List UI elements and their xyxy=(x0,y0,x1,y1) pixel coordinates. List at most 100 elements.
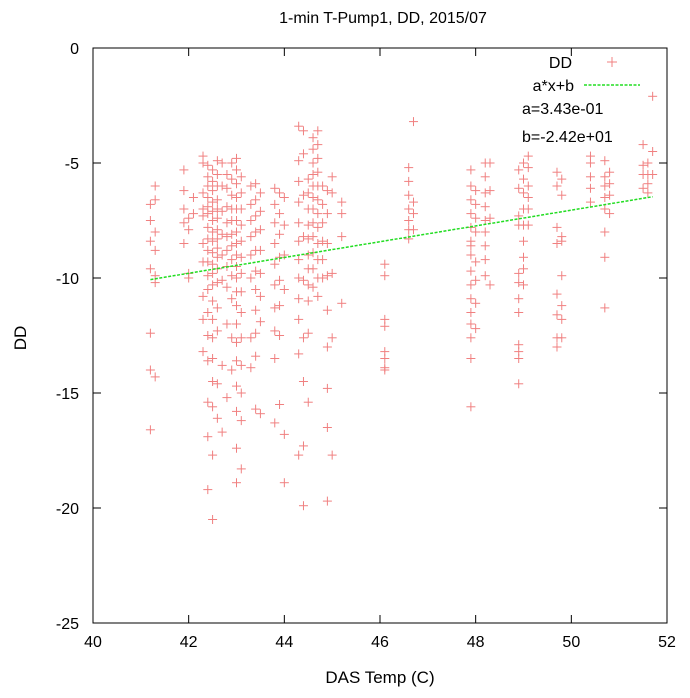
data-point xyxy=(227,255,237,265)
data-point xyxy=(251,211,261,221)
data-point xyxy=(222,319,232,329)
data-point xyxy=(270,326,280,336)
data-point xyxy=(255,317,265,327)
data-point xyxy=(232,381,241,391)
data-point xyxy=(471,298,481,308)
data-point xyxy=(246,363,256,373)
data-point xyxy=(313,209,323,219)
data-point xyxy=(232,301,241,311)
data-point xyxy=(227,158,237,168)
data-point xyxy=(217,427,227,437)
data-point xyxy=(212,204,222,214)
data-point xyxy=(471,275,481,285)
data-point xyxy=(523,220,533,230)
data-point xyxy=(222,393,232,403)
data-point xyxy=(150,227,160,237)
data-point xyxy=(298,275,308,285)
data-point xyxy=(313,140,323,150)
data-point xyxy=(466,319,476,329)
data-point xyxy=(485,186,495,196)
data-point xyxy=(208,268,218,278)
y-tick-label: 0 xyxy=(70,41,79,58)
data-point xyxy=(294,156,304,166)
data-point xyxy=(212,156,222,166)
data-point xyxy=(208,186,218,196)
data-point xyxy=(318,218,328,228)
data-point xyxy=(380,354,390,363)
data-point xyxy=(327,268,337,278)
data-point xyxy=(638,160,648,170)
data-point xyxy=(466,402,476,412)
data-point xyxy=(251,305,261,315)
data-point xyxy=(303,328,313,338)
data-point xyxy=(313,126,323,136)
data-point xyxy=(203,234,213,244)
data-point xyxy=(514,278,524,288)
data-point xyxy=(212,379,222,389)
data-point xyxy=(308,193,318,202)
data-point xyxy=(294,255,304,265)
data-point xyxy=(232,319,241,329)
data-point xyxy=(408,209,418,219)
data-point xyxy=(480,227,490,237)
data-point xyxy=(217,181,227,191)
data-point xyxy=(255,188,265,198)
data-point xyxy=(232,273,241,283)
data-point xyxy=(270,183,280,193)
data-point xyxy=(208,377,218,386)
data-point xyxy=(232,239,241,248)
data-point xyxy=(643,188,653,198)
data-point xyxy=(327,450,337,460)
legend-label-dd: DD xyxy=(549,55,572,72)
data-point xyxy=(208,314,218,324)
data-point xyxy=(294,121,304,131)
data-point xyxy=(605,209,615,219)
data-point xyxy=(313,167,323,177)
fit-line-group xyxy=(150,195,653,281)
data-point xyxy=(322,383,332,393)
data-point xyxy=(232,406,241,416)
data-point xyxy=(150,278,160,288)
data-point xyxy=(212,234,222,244)
data-point xyxy=(313,195,323,205)
data-point xyxy=(184,273,194,283)
data-point xyxy=(236,172,246,182)
data-point xyxy=(294,236,304,246)
data-point xyxy=(255,206,265,216)
data-point xyxy=(208,402,218,412)
data-point xyxy=(275,229,285,239)
data-point xyxy=(514,294,524,304)
data-point xyxy=(217,360,227,370)
data-point xyxy=(480,202,490,212)
data-point xyxy=(466,308,476,317)
data-point xyxy=(294,349,304,359)
data-point xyxy=(480,241,490,251)
data-point xyxy=(552,181,562,191)
data-point xyxy=(294,176,304,186)
data-point xyxy=(251,227,261,237)
data-point xyxy=(232,193,241,202)
data-point xyxy=(294,197,304,207)
data-point xyxy=(294,294,304,304)
data-point xyxy=(208,280,218,290)
data-point xyxy=(203,485,213,495)
data-point xyxy=(255,245,265,255)
data-point xyxy=(638,140,648,150)
data-point xyxy=(251,179,261,189)
data-point xyxy=(232,250,241,260)
data-point xyxy=(318,255,328,265)
data-point xyxy=(212,303,222,313)
data-point xyxy=(145,425,155,435)
data-point xyxy=(519,252,528,262)
data-point xyxy=(523,204,533,214)
data-point xyxy=(150,245,160,255)
data-point xyxy=(471,213,481,223)
data-point xyxy=(212,278,222,288)
data-point xyxy=(203,271,213,281)
data-point xyxy=(270,199,280,209)
data-point xyxy=(198,347,208,357)
data-point xyxy=(303,188,313,198)
data-point xyxy=(236,188,246,198)
data-point xyxy=(313,291,323,301)
data-point xyxy=(519,280,528,290)
